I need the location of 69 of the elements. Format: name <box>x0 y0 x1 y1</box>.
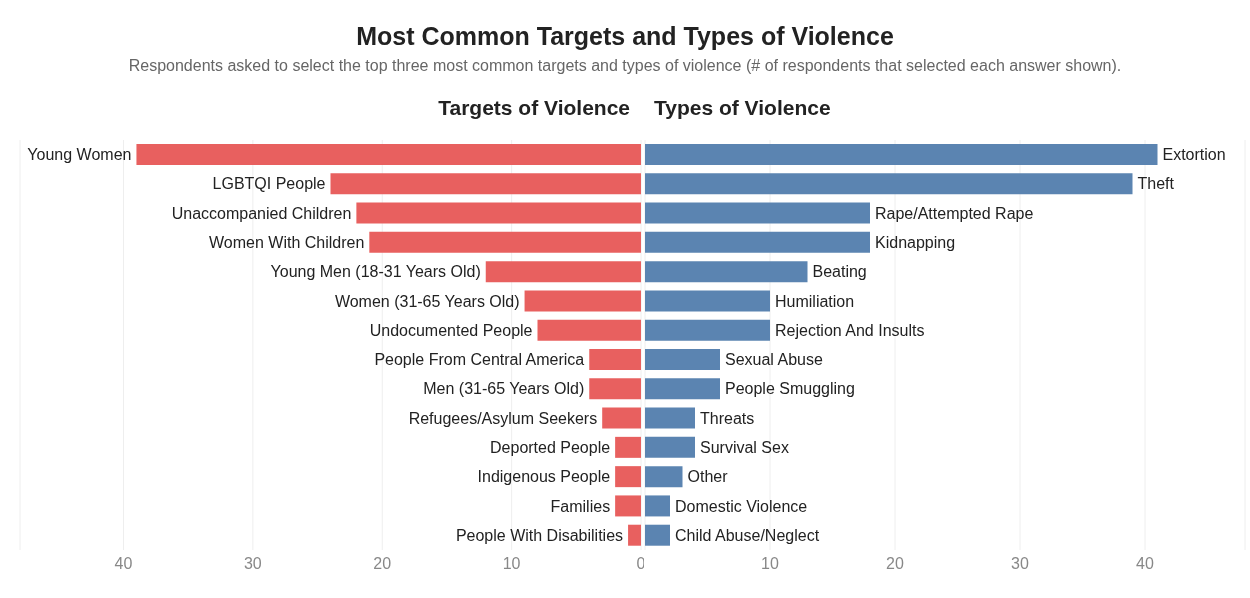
text: Respondents asked to select the top three most common targets and types of violence (# of respondents that selected each answer shown). <box>127 57 1123 75</box>
x-tick-label: 30 <box>243 555 262 573</box>
y-tick-label: People With Disabilities <box>455 526 624 544</box>
bar <box>589 378 641 400</box>
y-tick-label: Indigenous People <box>477 468 611 486</box>
x-tick-label: 10 <box>761 555 779 573</box>
y-tick-label: Rejection And Insults <box>775 321 925 339</box>
y-tick-label: Beating <box>812 263 867 281</box>
bar <box>645 524 670 546</box>
bar <box>645 436 695 458</box>
y-tick-label: Refugees/Asylum Seekers <box>408 409 598 427</box>
bar <box>589 349 641 370</box>
y-tick-label: Theft <box>1137 175 1175 193</box>
x-tick-label: 20 <box>886 555 904 573</box>
bar <box>645 378 720 400</box>
chart-title: Types of Violence <box>653 96 832 121</box>
bar <box>485 261 641 283</box>
y-tick-label: Kidnapping <box>875 233 956 251</box>
bar <box>369 231 641 253</box>
bar <box>330 173 641 195</box>
x-tick-label: 40 <box>1136 555 1154 573</box>
y-tick-label: Extortion <box>1162 146 1226 164</box>
bar <box>356 202 641 224</box>
x-tick-label: 0 <box>636 555 646 573</box>
x-tick-label: 30 <box>1011 555 1029 573</box>
y-tick-label: Sexual Abuse <box>725 351 823 369</box>
y-tick-label: Unaccompanied Children <box>171 204 352 222</box>
bar <box>645 319 770 341</box>
bar <box>645 202 870 224</box>
bar <box>628 524 641 546</box>
bar <box>537 319 641 341</box>
y-tick-label: Deported People <box>490 438 611 456</box>
bar <box>645 466 683 488</box>
y-tick-label: Families <box>550 497 611 515</box>
y-tick-label: Men (31-65 Years Old) <box>423 380 585 398</box>
x-tick-label: 40 <box>114 555 133 573</box>
y-tick-label: Young Men (18-31 Years Old) <box>270 263 481 281</box>
text: Most Common Targets and Types of Violence <box>355 22 895 51</box>
bar <box>602 407 641 429</box>
y-tick-label: Humiliation <box>775 292 855 310</box>
x-tick-label: 10 <box>502 555 521 573</box>
y-tick-label: LGBTQI People <box>212 175 326 193</box>
bar <box>645 349 720 370</box>
y-tick-label: Young Women <box>27 146 132 164</box>
bar <box>645 173 1133 195</box>
bar <box>645 144 1158 165</box>
bar <box>645 407 695 429</box>
y-tick-label: Child Abuse/Neglect <box>675 526 820 544</box>
bar <box>615 436 641 458</box>
bar <box>524 290 641 312</box>
y-tick-label: People Smuggling <box>725 380 855 398</box>
y-tick-label: Domestic Violence <box>675 497 808 515</box>
y-tick-label: Survival Sex <box>700 438 789 456</box>
y-tick-label: Rape/Attempted Rape <box>875 204 1034 222</box>
y-tick-label: People From Central America <box>374 351 585 369</box>
bar <box>615 466 641 488</box>
y-tick-label: Women With Children <box>209 233 365 251</box>
bar <box>645 231 870 253</box>
chart-title: Targets of Violence <box>437 96 631 121</box>
y-tick-label: Undocumented People <box>369 321 533 339</box>
bar <box>645 495 670 517</box>
bar <box>645 290 770 312</box>
x-tick-label: 20 <box>373 555 392 573</box>
y-tick-label: Women (31-65 Years Old) <box>334 292 520 310</box>
bar <box>615 495 641 517</box>
y-tick-label: Other <box>687 468 729 486</box>
bar <box>136 144 641 165</box>
y-tick-label: Threats <box>700 409 755 427</box>
bar <box>645 261 808 283</box>
